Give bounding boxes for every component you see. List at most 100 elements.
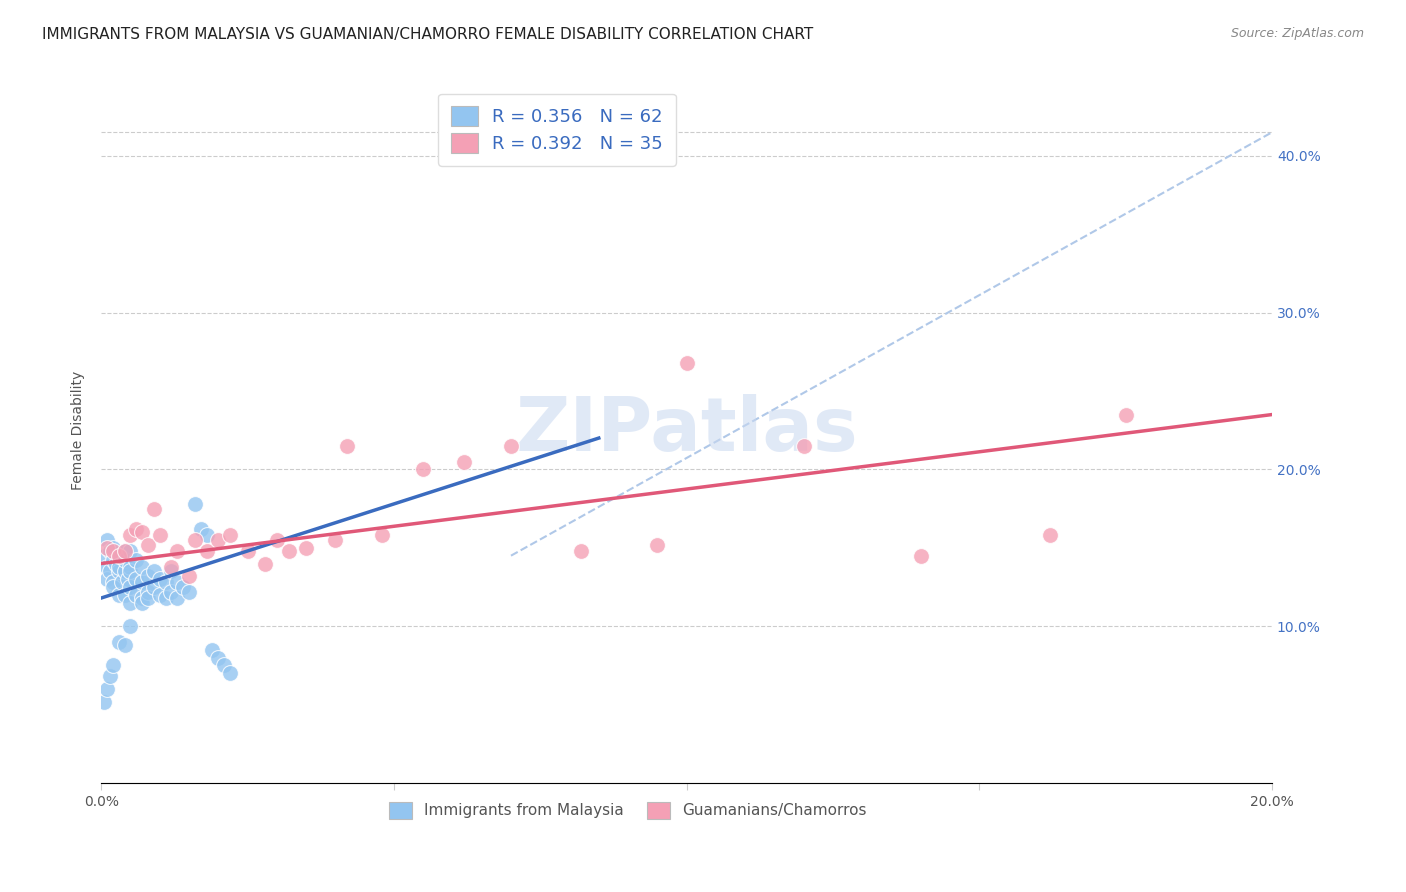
Point — [142, 565, 165, 579]
Point — [136, 591, 159, 605]
Point — [675, 356, 697, 370]
Point — [111, 575, 134, 590]
Point — [166, 544, 188, 558]
Point — [219, 666, 242, 681]
Point — [96, 572, 118, 586]
Point — [136, 538, 159, 552]
Point — [336, 439, 359, 453]
Point — [101, 544, 124, 558]
Point — [136, 584, 159, 599]
Text: Source: ZipAtlas.com: Source: ZipAtlas.com — [1230, 27, 1364, 40]
Point — [201, 642, 224, 657]
Point — [101, 658, 124, 673]
Point — [1038, 528, 1060, 542]
Legend: Immigrants from Malaysia, Guamanians/Chamorros: Immigrants from Malaysia, Guamanians/Cha… — [384, 796, 873, 825]
Point — [160, 565, 183, 579]
Point — [295, 541, 318, 555]
Y-axis label: Female Disability: Female Disability — [72, 370, 86, 490]
Point — [453, 454, 475, 468]
Point — [195, 544, 218, 558]
Point — [96, 533, 118, 547]
Point — [149, 572, 172, 586]
Point — [166, 575, 188, 590]
Point — [277, 544, 299, 558]
Point — [131, 559, 153, 574]
Point — [793, 439, 815, 453]
Point — [114, 553, 136, 567]
Point — [120, 559, 142, 574]
Point — [236, 544, 259, 558]
Point — [219, 528, 242, 542]
Point — [212, 658, 235, 673]
Point — [647, 538, 669, 552]
Point — [101, 541, 124, 555]
Point — [96, 541, 118, 555]
Point — [98, 669, 121, 683]
Point — [207, 650, 229, 665]
Point — [136, 569, 159, 583]
Text: ZIPatlas: ZIPatlas — [515, 393, 858, 467]
Point — [101, 553, 124, 567]
Point — [96, 681, 118, 696]
Point — [114, 638, 136, 652]
Point — [910, 549, 932, 563]
Point — [172, 580, 194, 594]
Point — [125, 522, 148, 536]
Point — [142, 501, 165, 516]
Point — [499, 439, 522, 453]
Point — [96, 559, 118, 574]
Point — [107, 549, 129, 563]
Point — [160, 584, 183, 599]
Point — [114, 588, 136, 602]
Point — [166, 591, 188, 605]
Point — [114, 544, 136, 558]
Point — [155, 591, 177, 605]
Point — [120, 596, 142, 610]
Point — [207, 533, 229, 547]
Point — [325, 533, 347, 547]
Point — [569, 544, 592, 558]
Point — [93, 694, 115, 708]
Point — [149, 528, 172, 542]
Point — [131, 525, 153, 540]
Text: IMMIGRANTS FROM MALAYSIA VS GUAMANIAN/CHAMORRO FEMALE DISABILITY CORRELATION CHA: IMMIGRANTS FROM MALAYSIA VS GUAMANIAN/CH… — [42, 27, 814, 42]
Point — [155, 575, 177, 590]
Point — [190, 522, 212, 536]
Point — [98, 544, 121, 558]
Point — [184, 497, 207, 511]
Point — [131, 596, 153, 610]
Point — [120, 528, 142, 542]
Point — [177, 569, 200, 583]
Point — [254, 557, 277, 571]
Point — [107, 559, 129, 574]
Point — [107, 588, 129, 602]
Point — [101, 575, 124, 590]
Point — [195, 528, 218, 542]
Point — [101, 580, 124, 594]
Point — [107, 549, 129, 563]
Point — [160, 559, 183, 574]
Point — [142, 580, 165, 594]
Point — [125, 588, 148, 602]
Point — [104, 557, 127, 571]
Point — [93, 549, 115, 563]
Point — [114, 544, 136, 558]
Point — [114, 565, 136, 579]
Point — [131, 575, 153, 590]
Point — [125, 553, 148, 567]
Point — [98, 565, 121, 579]
Point — [125, 572, 148, 586]
Point — [1115, 408, 1137, 422]
Point — [149, 588, 172, 602]
Point — [412, 462, 434, 476]
Point — [107, 635, 129, 649]
Point — [184, 533, 207, 547]
Point — [177, 584, 200, 599]
Point — [120, 544, 142, 558]
Point — [120, 565, 142, 579]
Point — [266, 533, 288, 547]
Point — [371, 528, 394, 542]
Point — [117, 572, 139, 586]
Point — [107, 565, 129, 579]
Point — [131, 591, 153, 605]
